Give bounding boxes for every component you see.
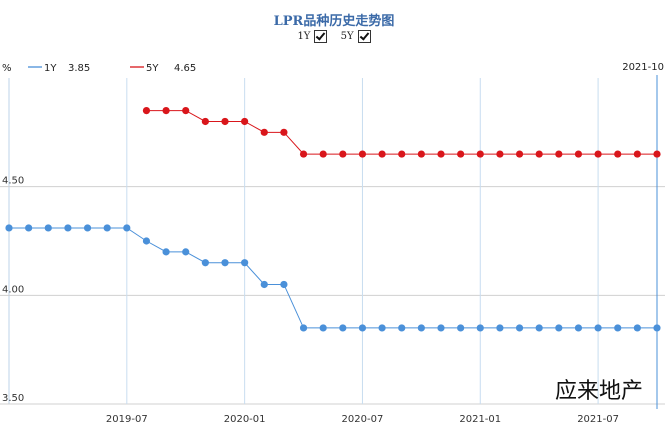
- axes: 3.50 4.00 4.50 2019-07 2020-01 2020-07 2021-01…: [2, 176, 619, 425]
- data-point-5y: [201, 117, 209, 126]
- data-point-1y: [555, 324, 563, 332]
- data-point-1y: [378, 324, 386, 332]
- data-point-5y: [299, 150, 308, 158]
- data-point-1y: [574, 324, 583, 332]
- data-point-1y: [594, 324, 602, 332]
- data-point-1y: [417, 324, 425, 332]
- data-point-5y: [319, 150, 327, 158]
- data-point-1y: [280, 280, 288, 289]
- data-point-1y: [162, 248, 170, 256]
- chart-title: LPR品种历史走势图: [273, 14, 395, 29]
- data-point-5y: [496, 150, 504, 158]
- data-point-1y: [241, 259, 249, 267]
- grid: [0, 75, 665, 409]
- data-point-1y: [64, 224, 72, 232]
- legend-5y[interactable]: 5Y 4.65: [130, 63, 196, 74]
- data-point-1y: [496, 324, 504, 332]
- data-point-5y: [535, 150, 543, 158]
- data-point-1y: [103, 224, 111, 232]
- legend-5y-name: 5Y: [146, 63, 159, 74]
- checkbox-1y[interactable]: [314, 30, 328, 43]
- data-point-5y: [260, 128, 268, 136]
- data-point-1y: [299, 324, 308, 332]
- data-point-5y: [241, 117, 249, 126]
- data-point-5y: [476, 150, 484, 158]
- x-tick-label: 2021-07: [577, 414, 619, 425]
- data-point-1y: [614, 324, 622, 332]
- data-point-1y: [221, 259, 229, 267]
- data-point-5y: [457, 150, 465, 158]
- data-point-1y: [44, 224, 52, 232]
- data-point-1y: [182, 248, 190, 256]
- toggle-1y[interactable]: 1Y: [297, 30, 328, 43]
- y-tick-label: 4.00: [2, 284, 24, 295]
- data-point-5y: [280, 128, 288, 136]
- toggle-1y-label: 1Y: [297, 31, 311, 42]
- data-point-1y: [123, 224, 131, 232]
- data-point-1y: [260, 280, 268, 289]
- toggle-5y-label: 5Y: [340, 31, 354, 42]
- y-tick-label: 3.50: [2, 393, 24, 404]
- data-point-1y: [457, 324, 465, 332]
- watermark-text: 应来地产: [555, 379, 643, 404]
- data-point-1y: [398, 324, 406, 332]
- data-point-1y: [5, 224, 13, 232]
- data-point-5y: [614, 150, 622, 158]
- data-point-5y: [594, 150, 602, 158]
- data-point-1y: [319, 324, 327, 332]
- toggle-5y[interactable]: 5Y: [341, 30, 371, 43]
- data-point-1y: [476, 324, 484, 332]
- legend-1y[interactable]: 1Y 3.85: [28, 63, 90, 74]
- legend-1y-name: 1Y: [44, 63, 57, 74]
- x-tick-label: 2019-07: [106, 414, 148, 425]
- data-point-1y: [339, 324, 347, 332]
- x-tick-label: 2020-01: [224, 414, 266, 425]
- data-point-5y: [182, 107, 190, 115]
- data-point-5y: [221, 117, 229, 126]
- series-toggles: 1Y 5Y: [0, 30, 668, 43]
- data-point-5y: [653, 150, 661, 158]
- x-tick-label: 2020-07: [342, 414, 384, 425]
- data-point-5y: [339, 150, 347, 158]
- data-point-1y: [201, 259, 209, 267]
- legend-5y-value: 4.65: [174, 63, 196, 74]
- series-line-5y: [146, 110, 657, 155]
- data-point-5y: [633, 150, 641, 158]
- data-point-1y: [437, 324, 445, 332]
- data-point-5y: [142, 107, 151, 115]
- series-points: [5, 107, 661, 332]
- data-point-1y: [358, 324, 367, 332]
- data-point-1y: [142, 237, 151, 245]
- data-point-1y: [653, 324, 661, 332]
- data-point-5y: [398, 150, 406, 158]
- data-point-5y: [417, 150, 425, 158]
- data-point-5y: [162, 107, 170, 115]
- y-tick-label: 4.50: [2, 176, 24, 187]
- x-tick-label: 2021-01: [459, 414, 501, 425]
- data-point-5y: [515, 150, 524, 158]
- series-line-1y: [9, 227, 657, 329]
- data-point-1y: [515, 324, 524, 332]
- data-point-5y: [437, 150, 445, 158]
- date-readout: 2021-10: [622, 62, 664, 73]
- data-point-5y: [358, 150, 367, 158]
- data-point-5y: [574, 150, 583, 158]
- checkbox-5y[interactable]: [357, 30, 371, 43]
- data-point-1y: [25, 224, 33, 232]
- data-point-1y: [535, 324, 543, 332]
- data-point-5y: [555, 150, 563, 158]
- data-point-1y: [633, 324, 641, 332]
- data-point-1y: [83, 224, 92, 232]
- unit-label: %: [2, 63, 12, 74]
- data-point-5y: [378, 150, 386, 158]
- legend-1y-value: 3.85: [68, 63, 90, 74]
